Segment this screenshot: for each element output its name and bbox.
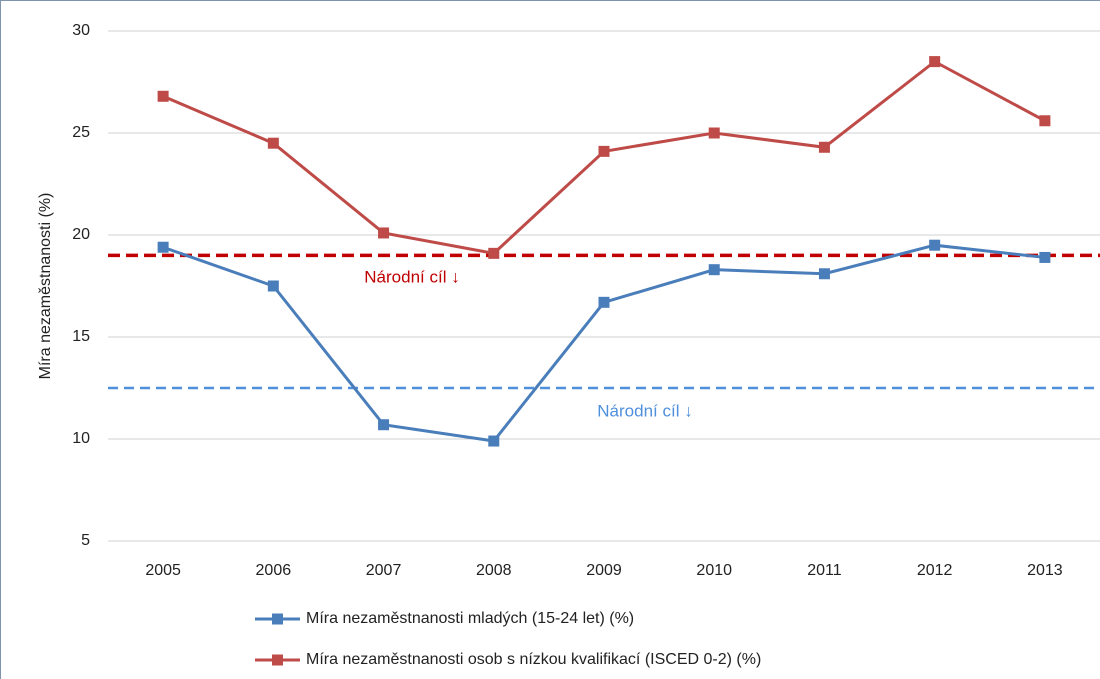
y-axis-label: Míra nezaměstnanosti (%) xyxy=(37,193,54,380)
y-tick-label: 15 xyxy=(72,328,90,345)
x-tick-label: 2009 xyxy=(586,562,622,579)
x-tick-label: 2007 xyxy=(366,562,402,579)
point xyxy=(488,435,500,447)
x-tick-label: 2005 xyxy=(145,562,181,579)
y-tick-label: 25 xyxy=(72,124,90,141)
point xyxy=(598,296,610,308)
x-tick-label: 2008 xyxy=(476,562,512,579)
point xyxy=(818,141,830,153)
y-tick-label: 5 xyxy=(81,532,90,549)
point xyxy=(708,264,720,276)
legend-label: Míra nezaměstnanosti mladých (15-24 let)… xyxy=(306,610,634,627)
point xyxy=(488,247,500,259)
x-tick-label: 2006 xyxy=(256,562,292,579)
reference-label: Národní cíl ↓ xyxy=(597,401,692,420)
x-tick-label: 2011 xyxy=(807,562,842,579)
legend-label: Míra nezaměstnanosti osob s nízkou kvali… xyxy=(306,651,761,668)
point xyxy=(157,90,169,102)
legend-marker xyxy=(272,654,283,666)
x-tick-label: 2013 xyxy=(1027,562,1063,579)
point xyxy=(267,137,279,149)
y-tick-label: 10 xyxy=(72,430,90,447)
point xyxy=(1039,251,1051,263)
point xyxy=(708,127,720,139)
y-tick-label: 30 xyxy=(72,22,90,39)
series-line xyxy=(162,59,1046,255)
point xyxy=(378,227,390,239)
point xyxy=(929,239,941,251)
point xyxy=(267,280,279,292)
point xyxy=(598,145,610,157)
legend-marker xyxy=(272,613,283,625)
y-tick-label: 20 xyxy=(72,226,90,243)
x-tick-label: 2010 xyxy=(696,562,732,579)
reference-label: Národní cíl ↓ xyxy=(364,267,459,286)
x-tick-label: 2012 xyxy=(917,562,953,579)
point xyxy=(818,268,830,280)
point xyxy=(378,419,390,431)
point xyxy=(929,56,941,68)
point xyxy=(1039,115,1051,127)
point xyxy=(157,241,169,253)
